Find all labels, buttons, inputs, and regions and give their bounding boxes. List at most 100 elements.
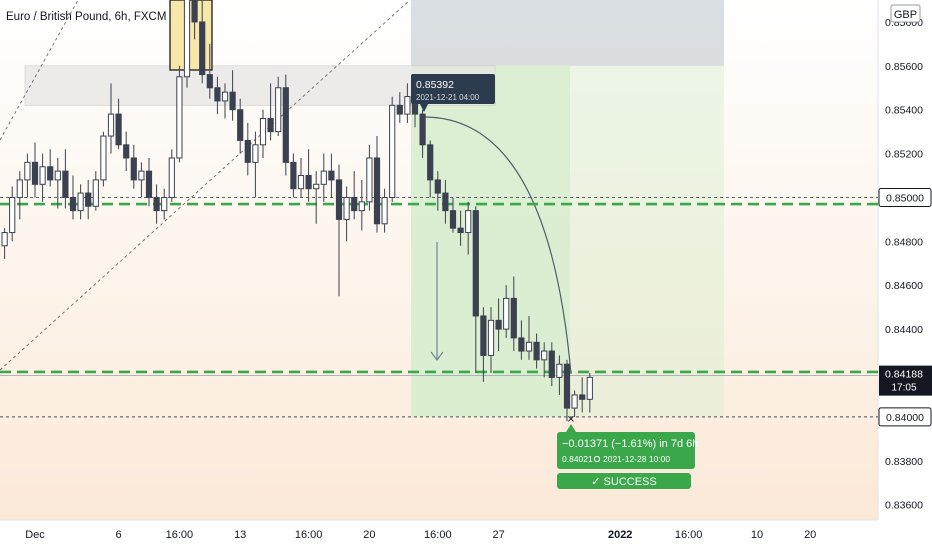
candle-body xyxy=(85,192,92,207)
candle-body xyxy=(328,170,335,181)
candle-body xyxy=(525,341,533,352)
price-tick-label: 0.83600 xyxy=(885,500,923,512)
candle-body xyxy=(297,175,305,190)
highlight-box xyxy=(169,0,213,71)
candle-body xyxy=(161,196,168,212)
candle-body xyxy=(518,337,525,352)
candle-body xyxy=(130,157,137,181)
candle-body xyxy=(100,135,107,181)
candle-body xyxy=(31,161,39,185)
time-tick-label: 10 xyxy=(751,529,763,541)
candle-body xyxy=(434,179,441,194)
time-tick-label: 13 xyxy=(234,529,246,541)
candle-body xyxy=(373,157,381,225)
candle-body xyxy=(533,341,540,361)
currency-button-box[interactable] xyxy=(890,4,921,23)
candle-body xyxy=(351,196,358,212)
candle-body xyxy=(176,76,183,159)
candle-body xyxy=(358,201,365,212)
candle-body xyxy=(389,104,396,198)
candle-body xyxy=(305,175,312,190)
candle-body xyxy=(47,166,54,181)
level-price-badge xyxy=(878,187,932,207)
candle-body xyxy=(396,104,403,115)
price-tick-label: 0.83800 xyxy=(885,456,923,468)
candle-body xyxy=(54,170,61,181)
level-price-label: 0.84000 xyxy=(886,412,924,424)
candle-body xyxy=(191,0,198,23)
entry-marker: 0.85392 2021-12-21 04:00 xyxy=(411,74,495,112)
entry-marker-box xyxy=(411,74,495,104)
result-pointer xyxy=(566,424,576,432)
currency-button[interactable]: GBP xyxy=(894,9,917,21)
candle-body xyxy=(1,232,8,247)
price-tick-label: 0.85400 xyxy=(885,105,923,117)
candle-body xyxy=(145,170,153,198)
result-change: −0.01371 (−1.61%) in 7d 6h xyxy=(562,438,698,450)
candle-body xyxy=(419,113,426,146)
candle-body xyxy=(320,170,327,185)
candle-body xyxy=(244,139,251,163)
success-badge xyxy=(557,473,691,489)
candle-body xyxy=(556,363,563,378)
candle-body xyxy=(503,297,510,330)
time-tick-label: 16:00 xyxy=(675,529,703,541)
candle-body xyxy=(404,96,411,115)
candle-body xyxy=(221,91,229,102)
entry-marker-price: 0.85392 xyxy=(416,79,454,91)
result-box xyxy=(557,432,695,469)
candle-body xyxy=(381,196,388,225)
candle-body xyxy=(335,179,343,220)
candle-body xyxy=(237,109,244,141)
current-price-badge xyxy=(879,365,932,396)
price-tick-label: 0.84400 xyxy=(885,324,923,336)
candle-body xyxy=(153,196,160,212)
exit-marker: ✕ xyxy=(567,414,575,425)
level-price-badge xyxy=(878,407,932,427)
candle-body xyxy=(449,210,457,229)
price-tick-label: 0.85200 xyxy=(885,149,923,161)
candle-body xyxy=(69,196,77,212)
time-axis[interactable]: Dec 6 16:00 13 16:00 20 16:00 27 2022 16:00 10 20 xyxy=(25,529,816,541)
target-zone-projected xyxy=(570,65,724,417)
current-price-label: 0.84188 xyxy=(885,369,923,381)
time-tick-label: 16:00 xyxy=(424,529,452,541)
trend-line-upper xyxy=(0,0,79,141)
time-tick-label: Dec xyxy=(25,529,45,541)
candle-body xyxy=(115,113,122,146)
candle-body xyxy=(313,183,320,190)
projection-arc xyxy=(424,116,572,375)
candle-body xyxy=(472,210,479,317)
candle-body xyxy=(206,74,213,89)
trend-line-lower xyxy=(0,0,411,371)
price-tick-label: 0.84800 xyxy=(885,236,923,248)
candle-body xyxy=(138,170,145,181)
candle-body xyxy=(586,376,593,400)
success-badge-label: ✓ SUCCESS xyxy=(591,476,656,488)
candle-body xyxy=(123,144,130,159)
price-axis[interactable]: 0.856000.856000.854000.852000.848000.846… xyxy=(878,17,932,512)
candle-body xyxy=(427,144,434,181)
candle-body xyxy=(92,179,99,207)
candle-body xyxy=(541,350,548,361)
candle-body xyxy=(343,196,350,220)
entry-marker-pointer xyxy=(420,104,428,112)
time-tick-label: 27 xyxy=(492,529,504,541)
candle-body xyxy=(457,227,464,234)
candle-body xyxy=(24,161,31,181)
trend-lines xyxy=(0,0,572,375)
candles xyxy=(1,0,593,422)
candle-body xyxy=(366,157,373,203)
time-tick-label: 6 xyxy=(116,529,122,541)
down-arrow-head xyxy=(430,351,444,361)
axis-background xyxy=(878,0,932,550)
clock-icon xyxy=(593,455,601,463)
time-tick-label: 20 xyxy=(363,529,375,541)
level-price-label: 0.85000 xyxy=(886,192,924,204)
candle-body xyxy=(510,297,517,339)
candle-body xyxy=(267,117,274,133)
candle-body xyxy=(282,87,289,163)
candle-body xyxy=(563,363,571,409)
candle-body xyxy=(39,166,46,185)
